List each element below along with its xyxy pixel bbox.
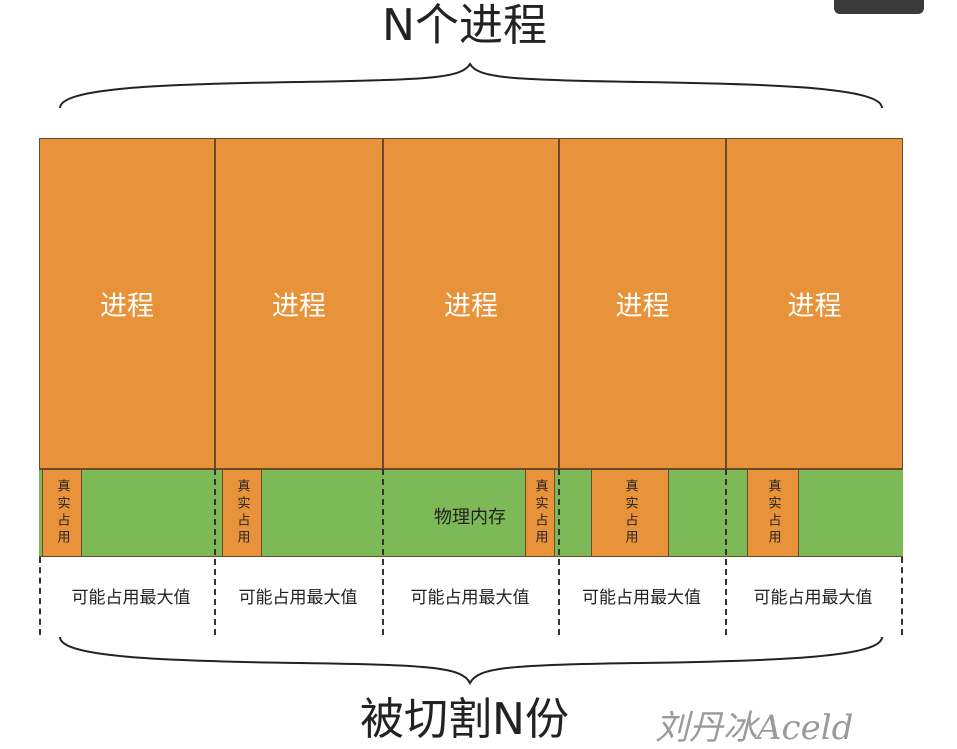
real-usage-block-5: 真实占用 [747,469,799,557]
real-usage-block-2: 真实占用 [222,469,262,557]
real-usage-block-4: 真实占用 [591,469,669,557]
corner-toolbar[interactable] [834,0,924,14]
process-block-1: 进程 [39,138,215,469]
process-label: 进程 [615,291,670,322]
watermark: 刘丹冰Aceld [655,708,854,748]
dashed-divider [214,469,216,635]
max-usage-label: 可能占用最大值 [582,588,701,608]
process-block-3: 进程 [383,138,559,469]
bottom-title: 被切割N份 [360,694,569,745]
real-usage-block-3: 真实占用 [525,469,555,557]
max-usage-label: 可能占用最大值 [410,588,530,608]
max-usage-label: 可能占用最大值 [71,588,191,608]
top-brace [59,61,883,109]
dashed-divider [39,557,41,635]
max-usage-label: 可能占用最大值 [753,588,873,608]
bottom-brace [59,636,883,686]
process-block-5: 进程 [726,138,903,469]
process-label: 进程 [100,291,154,322]
dashed-divider [558,469,560,635]
top-title: N个进程 [382,0,547,51]
physical-memory-label: 物理内存 [434,507,506,528]
max-usage-label: 可能占用最大值 [238,588,358,608]
process-block-2: 进程 [215,138,383,469]
process-label: 进程 [272,291,326,322]
dashed-divider [725,469,727,635]
process-block-4: 进程 [559,138,726,469]
real-usage-block-1: 真实占用 [42,469,82,557]
dashed-divider [901,557,903,635]
dashed-divider [382,469,384,635]
process-label: 进程 [787,291,842,322]
process-label: 进程 [444,291,498,322]
